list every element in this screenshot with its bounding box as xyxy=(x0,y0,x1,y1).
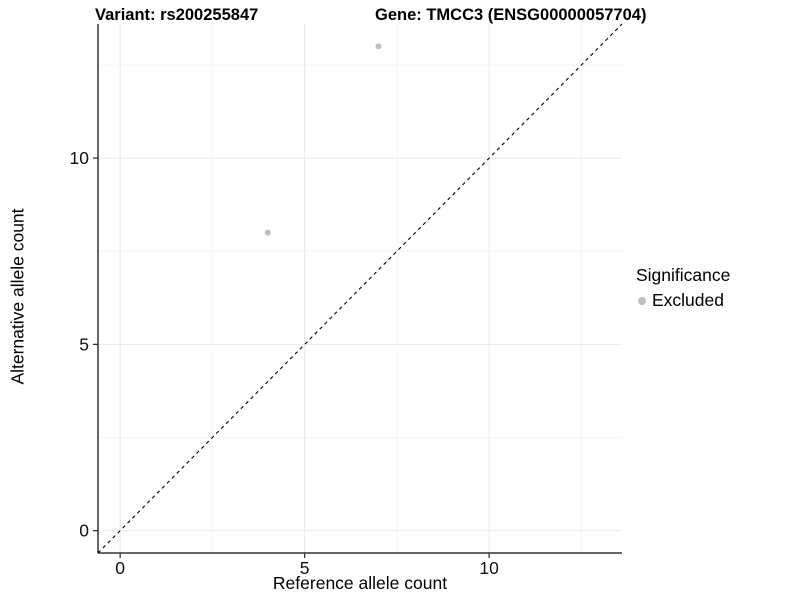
data-point xyxy=(375,43,382,50)
x-tick-label: 10 xyxy=(479,558,499,578)
legend-title: Significance xyxy=(636,265,731,285)
plot-title-gene: Gene: TMCC3 (ENSG00000057704) xyxy=(375,6,647,24)
x-tick-label: 0 xyxy=(115,558,125,578)
y-axis-label: Alternative allele count xyxy=(7,208,28,385)
x-axis-label: Reference allele count xyxy=(272,573,448,593)
y-tick-label: 10 xyxy=(70,148,90,168)
legend: Significance Excluded xyxy=(636,265,730,311)
data-point xyxy=(264,229,271,236)
x-tick-label: 5 xyxy=(300,558,310,578)
identity-line xyxy=(97,23,623,554)
legend-key-dot xyxy=(638,296,646,305)
y-tick-label: 5 xyxy=(79,334,89,354)
legend-item-label: Excluded xyxy=(652,290,724,310)
y-tick-label: 0 xyxy=(79,521,89,541)
legend-item-excluded: Excluded xyxy=(636,290,730,311)
plot-title-variant: Variant: rs200255847 xyxy=(95,6,259,24)
